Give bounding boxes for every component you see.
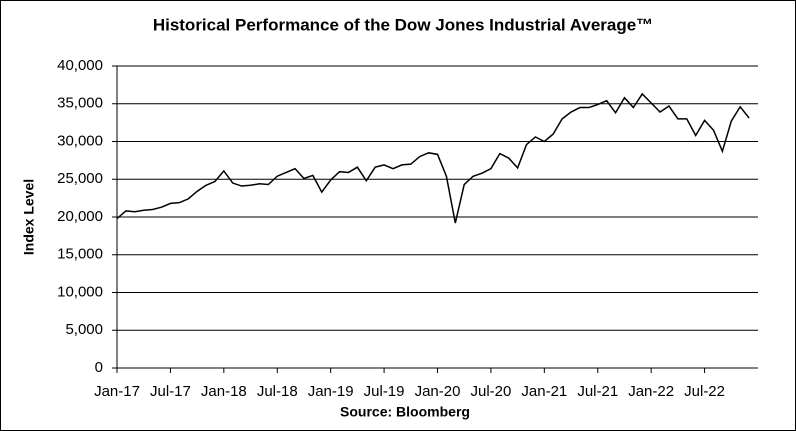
x-tick-label: Jan-22 — [628, 383, 674, 400]
chart-title: Historical Performance of the Dow Jones … — [153, 15, 653, 34]
x-tick-label: Jul-18 — [257, 383, 298, 400]
x-tick-label: Jan-19 — [308, 383, 354, 400]
x-tick-label: Jul-22 — [684, 383, 725, 400]
y-tick-label: 15,000 — [57, 246, 103, 263]
y-axis-title: Index Level — [21, 179, 37, 255]
y-tick-label: 30,000 — [57, 132, 103, 149]
x-tick-label: Jul-19 — [364, 383, 405, 400]
x-tick-label: Jan-20 — [415, 383, 461, 400]
y-tick-label: 25,000 — [57, 170, 103, 187]
line-series — [116, 92, 750, 224]
x-tick-label: Jan-18 — [201, 383, 247, 400]
y-tick-label: 40,000 — [57, 57, 103, 74]
y-tick-label: 10,000 — [57, 283, 103, 300]
y-tick-label: 20,000 — [57, 208, 103, 225]
y-tick-label: 5,000 — [65, 321, 103, 338]
x-tick-label: Jul-21 — [577, 383, 618, 400]
y-tick-label: 35,000 — [57, 95, 103, 112]
x-tick-label: Jul-20 — [470, 383, 511, 400]
y-tick-label: 0 — [95, 359, 103, 376]
x-tick-label: Jan-17 — [94, 383, 140, 400]
x-tick-label: Jul-17 — [150, 383, 191, 400]
x-tick-label: Jan-21 — [521, 383, 567, 400]
x-axis-title: Source: Bloomberg — [340, 404, 470, 420]
